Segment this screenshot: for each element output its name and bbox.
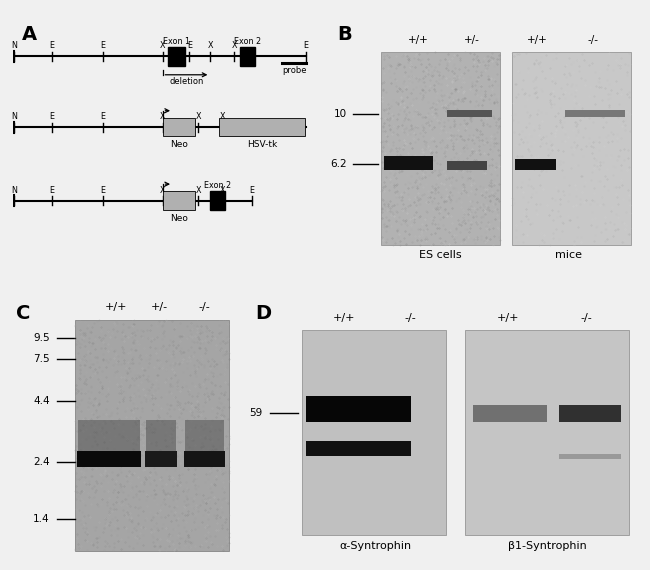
- Text: Exon 2: Exon 2: [204, 181, 231, 190]
- Text: +/+: +/+: [526, 35, 547, 44]
- Text: 6.2: 6.2: [330, 159, 347, 169]
- Text: E: E: [100, 112, 105, 121]
- Text: Neo: Neo: [170, 140, 188, 149]
- Bar: [146, 420, 176, 451]
- Text: 10: 10: [333, 109, 347, 119]
- Text: -/-: -/-: [580, 312, 592, 323]
- Bar: [447, 110, 492, 117]
- Text: C: C: [16, 304, 30, 323]
- Text: +/-: +/-: [150, 302, 168, 312]
- Text: +/+: +/+: [408, 35, 429, 44]
- Text: E: E: [49, 186, 55, 194]
- Text: Neo: Neo: [170, 214, 188, 223]
- Bar: [240, 47, 255, 66]
- Text: X: X: [207, 42, 213, 50]
- Bar: [211, 192, 226, 210]
- Text: 7.5: 7.5: [33, 355, 49, 364]
- Bar: [302, 331, 446, 535]
- Text: E: E: [187, 42, 192, 50]
- Bar: [78, 420, 140, 451]
- Text: probe: probe: [282, 66, 306, 75]
- Bar: [559, 405, 621, 422]
- Text: B: B: [337, 25, 352, 44]
- Text: E: E: [100, 186, 105, 194]
- Bar: [465, 331, 629, 535]
- Bar: [306, 441, 411, 457]
- Bar: [306, 396, 411, 422]
- Text: +/+: +/+: [497, 312, 519, 323]
- Text: A: A: [22, 25, 37, 44]
- Text: X: X: [231, 42, 237, 50]
- Text: 9.5: 9.5: [33, 333, 49, 343]
- Text: deletion: deletion: [169, 76, 203, 86]
- Text: HSV-tk: HSV-tk: [247, 140, 277, 149]
- Text: E: E: [304, 42, 309, 50]
- Text: D: D: [255, 304, 271, 323]
- Text: X: X: [160, 112, 165, 121]
- Text: X: X: [196, 112, 201, 121]
- Text: 2.4: 2.4: [33, 457, 49, 467]
- Text: X: X: [196, 186, 201, 194]
- Text: N: N: [11, 42, 17, 50]
- Bar: [184, 451, 225, 467]
- Bar: [75, 320, 229, 551]
- Bar: [381, 52, 500, 245]
- Text: +/+: +/+: [333, 312, 356, 323]
- Bar: [77, 451, 141, 467]
- Bar: [219, 118, 304, 136]
- Text: +/+: +/+: [105, 302, 127, 312]
- Text: -/-: -/-: [198, 302, 211, 312]
- Text: Exon 2: Exon 2: [234, 37, 261, 46]
- Text: 1.4: 1.4: [33, 514, 49, 524]
- Bar: [447, 161, 488, 170]
- Bar: [146, 451, 177, 467]
- Bar: [512, 52, 630, 245]
- Text: X: X: [160, 42, 165, 50]
- Text: X: X: [160, 186, 165, 194]
- Text: 4.4: 4.4: [33, 396, 49, 406]
- Text: +/-: +/-: [463, 35, 480, 44]
- Text: -/-: -/-: [588, 35, 599, 44]
- Bar: [515, 159, 556, 170]
- Text: mice: mice: [555, 250, 582, 260]
- Bar: [473, 405, 547, 422]
- Text: E: E: [100, 42, 105, 50]
- Text: α-Syntrophin: α-Syntrophin: [340, 541, 411, 551]
- Bar: [559, 454, 621, 459]
- Text: X: X: [220, 186, 225, 194]
- Text: N: N: [11, 112, 17, 121]
- Text: 59: 59: [250, 408, 263, 418]
- Text: N: N: [11, 186, 17, 194]
- Text: E: E: [250, 186, 255, 194]
- Bar: [162, 192, 196, 210]
- Text: ES cells: ES cells: [419, 250, 461, 260]
- Text: X: X: [220, 112, 225, 121]
- Text: β1-Syntrophin: β1-Syntrophin: [508, 541, 587, 551]
- Text: Exon 1: Exon 1: [163, 37, 190, 46]
- Bar: [185, 420, 224, 451]
- Bar: [566, 110, 625, 117]
- Text: E: E: [49, 112, 55, 121]
- Bar: [162, 118, 196, 136]
- Bar: [384, 156, 433, 170]
- Bar: [168, 47, 185, 66]
- Text: -/-: -/-: [405, 312, 417, 323]
- Text: E: E: [49, 42, 55, 50]
